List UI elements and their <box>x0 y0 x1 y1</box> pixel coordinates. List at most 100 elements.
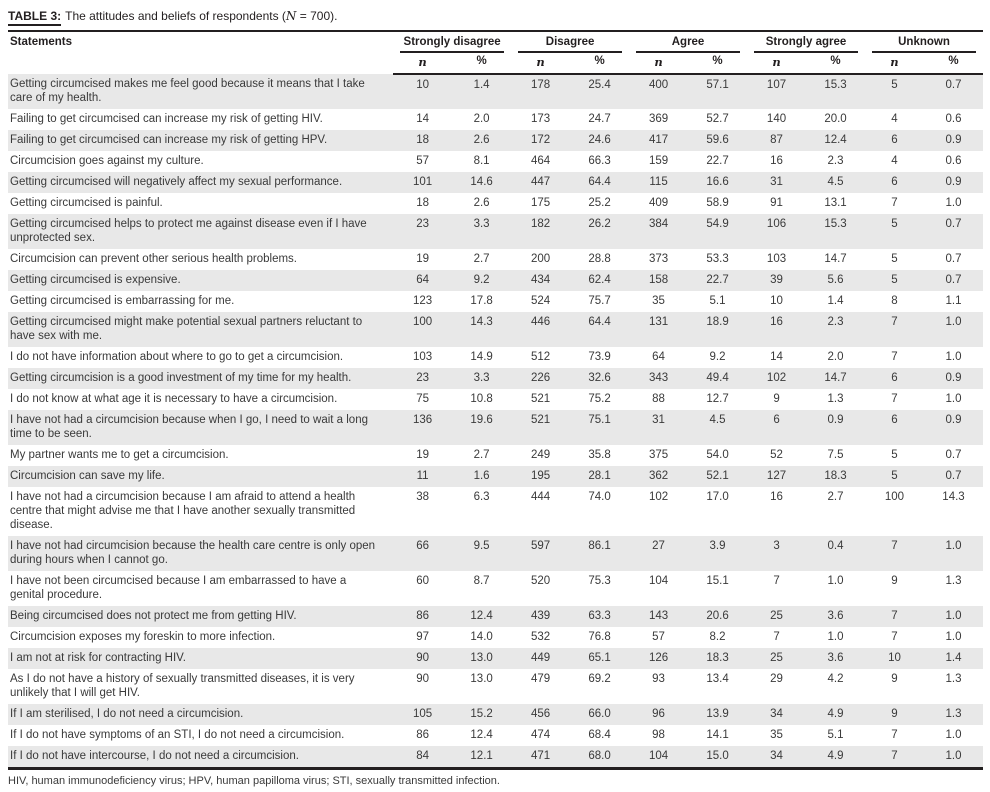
value-cell: 18.3 <box>824 470 847 483</box>
value-cell: 182 <box>530 218 551 231</box>
value-cell: 1.0 <box>945 351 962 364</box>
value-cell: 86 <box>416 729 430 742</box>
value-cell: 18.3 <box>706 652 729 665</box>
value-cell: 439 <box>530 610 551 623</box>
value-cell: 104 <box>648 750 669 763</box>
value-cell: 88 <box>652 393 665 406</box>
subcolumn-pct: % <box>688 53 748 76</box>
value-cell: 5.1 <box>709 295 726 308</box>
value-cell: 25 <box>770 610 783 623</box>
value-cell: 25.4 <box>588 79 611 92</box>
value-cell: 66.3 <box>588 155 611 168</box>
value-cell: 0.9 <box>945 176 962 189</box>
subcolumn-n: n <box>393 53 453 76</box>
value-cell: 24.7 <box>588 113 611 126</box>
subcolumn-pct: % <box>570 53 630 76</box>
value-cell: 4.5 <box>827 176 844 189</box>
group-label: Strongly disagree <box>400 36 505 54</box>
value-cell: 9 <box>891 575 898 588</box>
statement-cell: Getting circumcised makes me feel good b… <box>10 78 365 105</box>
value-cell: 9 <box>773 393 780 406</box>
subcolumn-pct: % <box>452 53 512 76</box>
value-cell: 532 <box>530 631 551 644</box>
statement-cell: Getting circumcised is painful. <box>10 197 163 210</box>
value-cell: 4.2 <box>827 673 844 686</box>
value-cell: 8 <box>891 295 898 308</box>
table-row: If I do not have symptoms of an STI, I d… <box>8 725 983 746</box>
value-cell: 52.1 <box>706 470 729 483</box>
value-cell: 76.8 <box>588 631 611 644</box>
value-cell: 4.9 <box>827 708 844 721</box>
value-cell: 0.6 <box>945 113 962 126</box>
table-row: Getting circumcised helps to protect me … <box>8 214 983 250</box>
value-cell: 17.0 <box>706 491 729 504</box>
value-cell: 6 <box>773 414 780 427</box>
value-cell: 14.7 <box>824 253 847 266</box>
value-cell: 6 <box>891 134 898 147</box>
value-cell: 7 <box>891 631 898 644</box>
value-cell: 3 <box>773 540 780 553</box>
value-cell: 15.2 <box>470 708 493 721</box>
value-cell: 15.3 <box>824 218 847 231</box>
value-cell: 0.4 <box>827 540 844 553</box>
value-cell: 34 <box>770 708 783 721</box>
value-cell: 19.6 <box>470 414 493 427</box>
table-row: I have not had circumcision because the … <box>8 536 983 572</box>
value-cell: 0.7 <box>945 253 962 266</box>
value-cell: 58.9 <box>706 197 729 210</box>
value-cell: 16.6 <box>706 176 729 189</box>
value-cell: 9 <box>891 708 898 721</box>
value-cell: 362 <box>648 470 669 483</box>
value-cell: 520 <box>530 575 551 588</box>
value-cell: 456 <box>530 708 551 721</box>
value-cell: 35.8 <box>588 449 611 462</box>
subcolumn-pct: % <box>923 53 983 76</box>
value-cell: 173 <box>530 113 551 126</box>
value-cell: 98 <box>652 729 665 742</box>
table-caption: TABLE 3: The attitudes and beliefs of res… <box>8 9 983 26</box>
value-cell: 4.9 <box>827 750 844 763</box>
statement-cell: My partner wants me to get a circumcisio… <box>10 449 229 462</box>
value-cell: 29 <box>770 673 783 686</box>
value-cell: 16 <box>770 316 783 329</box>
value-cell: 12.7 <box>706 393 729 406</box>
value-cell: 12.4 <box>470 729 493 742</box>
table-row: Getting circumcised is expensive. 64 9.2 43… <box>8 270 983 292</box>
value-cell: 417 <box>648 134 669 147</box>
value-cell: 5 <box>891 79 898 92</box>
attitudes-beliefs-table: Statements Strongly disagree Disagree Ag… <box>8 30 983 771</box>
value-cell: 409 <box>648 197 669 210</box>
value-cell: 343 <box>648 372 669 385</box>
statement-cell: I have not had a circumcision because I … <box>10 491 356 532</box>
value-cell: 14.9 <box>470 351 493 364</box>
value-cell: 13.9 <box>706 708 729 721</box>
value-cell: 524 <box>530 295 551 308</box>
value-cell: 75.1 <box>588 414 611 427</box>
value-cell: 86.1 <box>588 540 611 553</box>
value-cell: 373 <box>648 253 669 266</box>
group-header-row: Statements Strongly disagree Disagree Ag… <box>8 31 983 54</box>
value-cell: 1.0 <box>945 540 962 553</box>
value-cell: 7 <box>891 750 898 763</box>
value-cell: 7 <box>891 351 898 364</box>
value-cell: 19 <box>416 449 430 462</box>
statement-cell: Failing to get circumcised can increase … <box>10 113 323 126</box>
value-cell: 35 <box>770 729 783 742</box>
value-cell: 434 <box>530 274 551 287</box>
value-cell: 86 <box>416 610 430 623</box>
value-cell: 96 <box>652 708 665 721</box>
value-cell: 0.6 <box>945 155 962 168</box>
table-row: I do not have information about where to… <box>8 347 983 368</box>
value-cell: 28.1 <box>588 470 611 483</box>
value-cell: 479 <box>530 673 551 686</box>
value-cell: 10.8 <box>470 393 493 406</box>
value-cell: 100 <box>413 316 433 329</box>
value-cell: 178 <box>530 79 551 92</box>
value-cell: 28.8 <box>588 253 611 266</box>
table-row: Circumcision goes against my culture. 57 8… <box>8 151 983 172</box>
statement-cell: Circumcision can prevent other serious h… <box>10 253 297 266</box>
value-cell: 23 <box>416 372 430 385</box>
value-cell: 5 <box>891 470 898 483</box>
value-cell: 54.9 <box>706 218 729 231</box>
value-cell: 69.2 <box>588 673 611 686</box>
